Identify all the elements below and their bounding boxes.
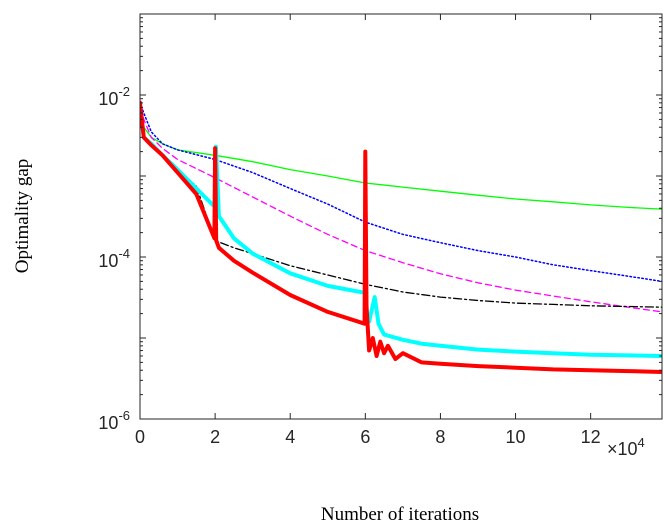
y-axis-title: Optimality gap — [12, 159, 33, 274]
series-layer — [140, 100, 662, 374]
x-tick-label: 6 — [360, 427, 370, 447]
x-axis-title: Number of iterations — [321, 504, 479, 525]
x-multiplier-exponent: 4 — [638, 435, 645, 450]
series-line-5 — [140, 105, 662, 358]
series-line-6 — [140, 100, 662, 374]
y-tick-label: 10-4 — [98, 246, 130, 271]
plot-frame — [139, 13, 663, 420]
series-line-2 — [140, 102, 662, 283]
ticks-layer: 0 2 4 6 8 10 12 10-2 10-4 10-6 — [98, 14, 662, 447]
x-tick-label: 2 — [210, 427, 220, 447]
y-tick-label: 10-6 — [98, 408, 130, 433]
x-tick-label: 12 — [581, 427, 601, 447]
x-tick-label: 10 — [506, 427, 526, 447]
series-line-3 — [140, 106, 662, 313]
x-multiplier: ×104 — [607, 435, 645, 459]
y-tick-label: 10-2 — [98, 84, 130, 109]
x-tick-label: 4 — [285, 427, 295, 447]
x-tick-label: 0 — [135, 427, 145, 447]
x-tick-label: 8 — [435, 427, 445, 447]
